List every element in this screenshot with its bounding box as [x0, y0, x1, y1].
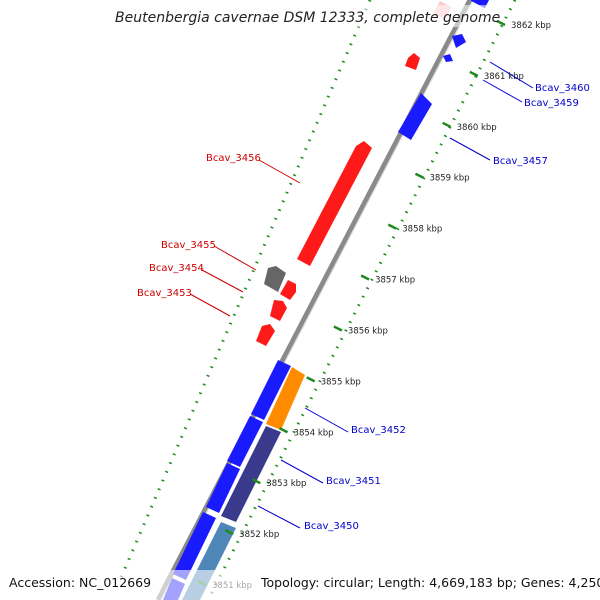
leader-bcav-3455	[213, 245, 257, 271]
tick-label: 3862 kbp	[511, 21, 551, 31]
accession-text: Accession: NC_012669	[9, 575, 151, 590]
gene-bcav-3457-shape	[398, 93, 432, 140]
label-bcav-3459[interactable]: Bcav_3459	[524, 98, 579, 109]
tick-label: 3860 kbp	[457, 123, 497, 133]
tick-label: 3852 kbp	[239, 530, 279, 540]
genome-summary-text: Topology: circular; Length: 4,669,183 bp…	[260, 575, 600, 590]
label-bcav-3451[interactable]: Bcav_3451	[326, 476, 381, 487]
leader-bcav-3459	[482, 79, 523, 103]
tick-mark	[442, 121, 452, 128]
gene-bcav-3451-shape	[221, 426, 281, 522]
leader-bcav-3451	[280, 459, 324, 484]
footer-backdrop	[0, 570, 600, 600]
tick-mark	[278, 427, 289, 434]
gene-bcav-3460-shape	[452, 34, 466, 48]
label-bcav-3460[interactable]: Bcav_3460	[535, 83, 590, 94]
outer-dotted-track	[118, 0, 372, 581]
gene-blue-lower-2	[227, 416, 263, 467]
tick-mark	[469, 70, 479, 78]
label-bcav-3452[interactable]: Bcav_3452	[351, 425, 406, 436]
label-bcav-3457[interactable]: Bcav_3457	[493, 156, 548, 167]
map-title: Beutenbergia cavernae DSM 12333, complet…	[115, 10, 500, 26]
genome-backbone-highlight	[160, 0, 474, 600]
tick-mark	[251, 478, 261, 485]
leader-bcav-3454	[201, 269, 244, 293]
gene-bcav-3459-shape	[443, 54, 453, 62]
gene-blue-lower-4	[173, 512, 216, 580]
inner-dotted-track	[206, 0, 517, 600]
tick-label: 3859 kbp	[429, 174, 469, 184]
leader-bcav-3460	[489, 61, 534, 89]
tick-mark	[306, 376, 316, 383]
gene-blue-lower-3	[206, 463, 240, 513]
gene-top-blue	[470, 0, 490, 9]
label-bcav-3455[interactable]: Bcav_3455	[161, 240, 216, 251]
gene-red-small-top	[405, 53, 420, 70]
gene-bcav-3452-shape	[266, 367, 305, 430]
tick-label: 3861 kbp	[484, 72, 524, 82]
leader-bcav-3452	[304, 407, 349, 433]
tick-mark	[387, 223, 397, 230]
title-backdrop	[108, 5, 490, 27]
tick-label: 3857 kbp	[375, 276, 415, 286]
tick-label: 3854 kbp	[294, 428, 334, 438]
tick-label: 3853 kbp	[266, 479, 306, 489]
genome-backbone	[155, 0, 473, 600]
gene-bcav-3454-shape	[280, 280, 296, 300]
gene-bcav-3455-shape	[264, 266, 286, 292]
tick-mark	[496, 19, 506, 27]
label-bcav-3454[interactable]: Bcav_3454	[149, 263, 204, 274]
tick-label: 3855 kbp	[321, 377, 361, 387]
leader-bcav-3450	[257, 505, 301, 529]
tick-label: 3856 kbp	[348, 326, 388, 336]
label-bcav-3450[interactable]: Bcav_3450	[304, 521, 359, 532]
leader-bcav-3456	[258, 159, 301, 184]
tick-mark	[360, 274, 370, 281]
gene-blue-lower-1	[251, 360, 291, 420]
tick-mark	[333, 325, 343, 332]
tick-mark	[224, 528, 234, 536]
leader-bcav-3453	[189, 293, 231, 317]
label-bcav-3456[interactable]: Bcav_3456	[206, 153, 261, 164]
tick-label: 3858 kbp	[402, 225, 442, 235]
gene-bcav-3453-shape	[270, 300, 287, 321]
label-bcav-3453[interactable]: Bcav_3453	[137, 288, 192, 299]
leader-bcav-3457	[449, 137, 491, 161]
tick-mark	[414, 172, 425, 179]
gene-bcav-3456-shape	[297, 141, 372, 266]
gene-red-small-mid	[256, 324, 275, 346]
